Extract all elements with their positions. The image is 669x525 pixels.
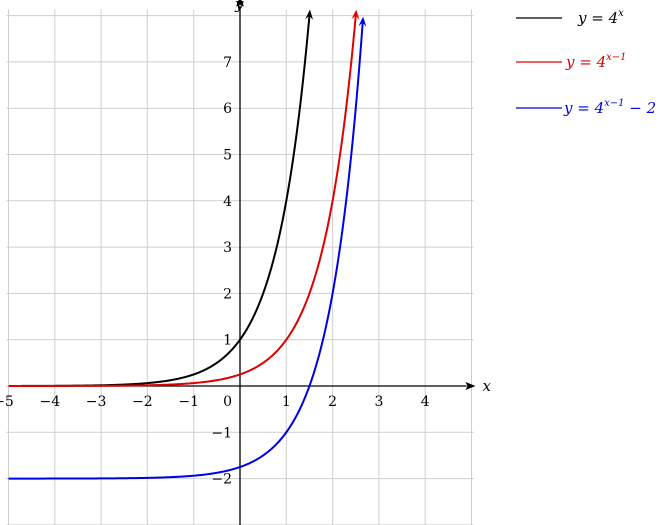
legend-entry-3: y = 4x−1 − 2 — [563, 98, 656, 117]
y-tick-label: 7 — [223, 55, 232, 71]
series-line-2 — [8, 15, 357, 387]
curves — [8, 9, 367, 480]
series-arrow-2 — [351, 9, 360, 20]
y-tick-label: 5 — [223, 148, 232, 164]
series-arrow-1 — [305, 9, 314, 20]
x-axis-label: x — [483, 377, 492, 395]
x-tick-label: −3 — [86, 394, 107, 410]
y-axis-arrow — [236, 0, 244, 7]
legend: y = 4x y = 4x−1 y = 4x−1 − 2 — [516, 8, 656, 117]
x-tick-label: −4 — [39, 394, 60, 410]
x-tick-label: −1 — [178, 394, 199, 410]
series-arrow-3 — [358, 16, 367, 27]
y-tick-label: 6 — [223, 101, 232, 117]
x-tick-label: 3 — [374, 394, 383, 410]
x-tick-label: 4 — [421, 394, 430, 410]
y-tick-label: 3 — [223, 240, 232, 256]
tick-labels: −5 −4 −3 −2 −1 1 2 3 4 −2 −1 1 2 3 4 5 6 7 0 — [0, 55, 430, 488]
y-tick-label: 1 — [223, 333, 232, 349]
axes: xy — [8, 0, 492, 525]
x-tick-label: 2 — [328, 394, 337, 410]
y-tick-label: −1 — [211, 425, 232, 441]
legend-entry-2: y = 4x−1 — [565, 52, 627, 71]
legend-entry-1: y = 4x — [577, 8, 624, 27]
x-tick-label: −2 — [132, 394, 153, 410]
y-tick-label: 2 — [223, 286, 232, 302]
series-line-3 — [8, 22, 364, 480]
x-tick-label: −5 — [0, 394, 14, 410]
y-tick-label: 4 — [223, 194, 232, 210]
y-tick-label: −2 — [211, 472, 232, 488]
y-axis-label: y — [234, 0, 244, 13]
x-tick-label: 1 — [282, 394, 291, 410]
x-axis-arrow — [465, 382, 476, 390]
origin-label: 0 — [223, 394, 232, 410]
